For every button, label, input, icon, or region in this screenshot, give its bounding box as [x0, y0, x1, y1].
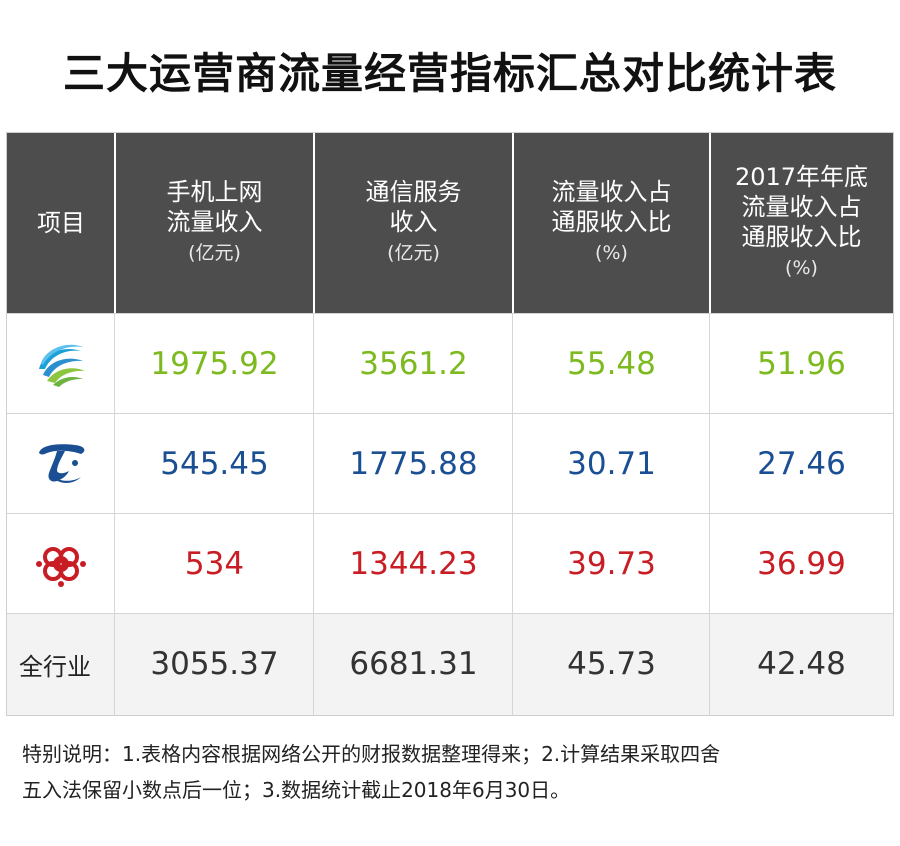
table-row-china-mobile: 1975.92 3561.2 55.48 51.96 [7, 313, 893, 413]
footnote-line-2: 五入法保留小数点后一位；3.数据统计截止2018年6月30日。 [22, 778, 571, 802]
value-mobile-data-revenue: 534 [184, 546, 245, 582]
header-col3-unit: (%) [595, 242, 628, 264]
header-col1-line1: 手机上网 [166, 178, 263, 206]
header-divider [709, 133, 711, 313]
column-divider [114, 313, 115, 715]
value-telecom-service-revenue: 1344.23 [349, 546, 478, 582]
value-telecom-service-revenue: 1775.88 [349, 446, 478, 482]
comparison-table: 项目 手机上网 流量收入 (亿元) 通信服务 收入 (亿元) 流量收入占 通服收… [6, 132, 894, 716]
row-logo-cell [7, 314, 115, 414]
table-header: 项目 手机上网 流量收入 (亿元) 通信服务 收入 (亿元) 流量收入占 通服收… [7, 133, 893, 313]
row-logo-cell [7, 414, 115, 514]
value-mobile-data-revenue: 545.45 [160, 446, 269, 482]
header-col4-line3: 通服收入比 [741, 223, 862, 251]
china-mobile-logo-icon [39, 344, 85, 387]
value-data-share: 55.48 [567, 346, 656, 382]
row-label-industry: 全行业 [19, 652, 91, 681]
value-2017-data-share: 36.99 [757, 546, 846, 582]
header-2017-data-share: 2017年年底 流量收入占 通服收入比 (%) [710, 133, 893, 313]
value-data-share: 39.73 [567, 546, 656, 582]
header-col4-line1: 2017年年底 [734, 163, 869, 191]
header-col4-unit: (%) [785, 257, 818, 279]
value-data-share: 45.73 [567, 646, 656, 682]
column-divider [313, 313, 314, 715]
footnote-line-1: 特别说明：1.表格内容根据网络公开的财报数据整理得来；2.计算结果采取四舍 [22, 742, 721, 766]
header-col2-line2: 收入 [389, 208, 438, 236]
column-divider [709, 313, 710, 715]
header-telecom-service-revenue: 通信服务 收入 (亿元) [314, 133, 513, 313]
china-unicom-logo-icon [36, 547, 86, 587]
header-item: 项目 [7, 133, 115, 313]
table-row-china-telecom: 545.45 1775.88 30.71 27.46 [7, 413, 893, 513]
header-divider [313, 133, 315, 313]
china-telecom-logo-icon [39, 444, 85, 483]
header-col2-unit: (亿元) [387, 242, 440, 264]
page-title: 三大运营商流量经营指标汇总对比统计表 [62, 49, 837, 98]
value-mobile-data-revenue: 3055.37 [150, 646, 279, 682]
column-divider [512, 313, 513, 715]
header-divider [114, 133, 116, 313]
footnote: 特别说明：1.表格内容根据网络公开的财报数据整理得来；2.计算结果采取四舍 五入… [22, 736, 882, 808]
header-col1-unit: (亿元) [188, 242, 241, 264]
header-col4-line2: 流量收入占 [741, 193, 862, 221]
value-mobile-data-revenue: 1975.92 [150, 346, 279, 382]
value-telecom-service-revenue: 3561.2 [359, 346, 468, 382]
value-2017-data-share: 27.46 [757, 446, 846, 482]
value-telecom-service-revenue: 6681.31 [349, 646, 478, 682]
value-2017-data-share: 42.48 [757, 646, 846, 682]
value-2017-data-share: 51.96 [757, 346, 846, 382]
header-col3-line1: 流量收入占 [551, 178, 672, 206]
row-logo-cell [7, 514, 115, 614]
header-col2-line1: 通信服务 [365, 178, 462, 206]
header-data-share: 流量收入占 通服收入比 (%) [513, 133, 710, 313]
header-divider [512, 133, 514, 313]
header-col1-line2: 流量收入 [166, 208, 263, 236]
value-data-share: 30.71 [567, 446, 656, 482]
table-row-industry-total: 全行业 3055.37 6681.31 45.73 42.48 [7, 613, 893, 715]
header-item-label: 项目 [37, 209, 85, 237]
header-col3-line2: 通服收入比 [551, 208, 672, 236]
header-mobile-data-revenue: 手机上网 流量收入 (亿元) [115, 133, 314, 313]
table-row-china-unicom: 534 1344.23 39.73 36.99 [7, 513, 893, 613]
